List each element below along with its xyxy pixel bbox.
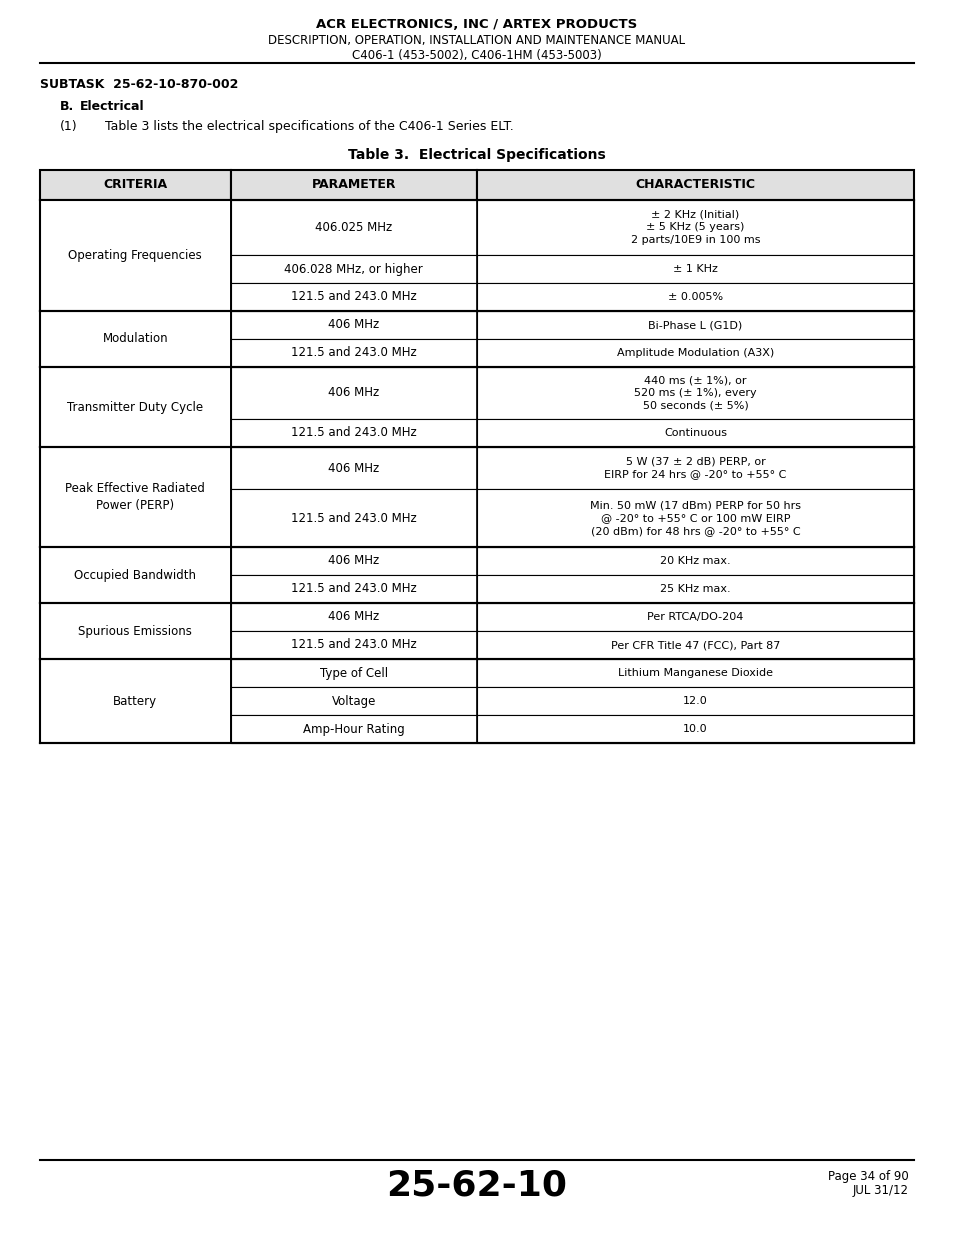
- Bar: [231, 687, 476, 715]
- Text: Min. 50 mW (17 dBm) PERP for 50 hrs
@ -20° to +55° C or 100 mW EIRP
(20 dBm) for: Min. 50 mW (17 dBm) PERP for 50 hrs @ -2…: [589, 500, 801, 536]
- Bar: [476, 715, 913, 743]
- Bar: [476, 547, 913, 576]
- Text: Type of Cell: Type of Cell: [319, 667, 388, 679]
- Text: 406 MHz: 406 MHz: [328, 387, 379, 399]
- Text: Operating Frequencies: Operating Frequencies: [69, 249, 202, 262]
- Bar: [40, 311, 231, 367]
- Text: Occupied Bandwidth: Occupied Bandwidth: [74, 568, 196, 582]
- Bar: [476, 631, 913, 659]
- Text: 406.028 MHz, or higher: 406.028 MHz, or higher: [284, 263, 423, 275]
- Text: Lithium Manganese Dioxide: Lithium Manganese Dioxide: [618, 668, 772, 678]
- Bar: [476, 283, 913, 311]
- Bar: [231, 367, 476, 419]
- Text: 406 MHz: 406 MHz: [328, 319, 379, 331]
- Bar: [476, 311, 913, 338]
- Bar: [40, 367, 231, 447]
- Bar: [231, 576, 476, 603]
- Text: ± 2 KHz (Initial)
± 5 KHz (5 years)
2 parts/10E9 in 100 ms: ± 2 KHz (Initial) ± 5 KHz (5 years) 2 pa…: [630, 210, 760, 246]
- Bar: [231, 715, 476, 743]
- Text: 10.0: 10.0: [682, 724, 707, 734]
- Text: Page 34 of 90: Page 34 of 90: [827, 1170, 908, 1183]
- Text: Modulation: Modulation: [102, 332, 168, 346]
- Text: C406-1 (453-5002), C406-1HM (453-5003): C406-1 (453-5002), C406-1HM (453-5003): [352, 49, 601, 62]
- Bar: [40, 447, 231, 547]
- Bar: [476, 367, 913, 419]
- Text: Per RTCA/DO-204: Per RTCA/DO-204: [647, 613, 743, 622]
- Text: 20 KHz max.: 20 KHz max.: [659, 556, 730, 566]
- Bar: [231, 311, 476, 338]
- Text: CHARACTERISTIC: CHARACTERISTIC: [635, 179, 755, 191]
- Text: JUL 31/12: JUL 31/12: [852, 1184, 908, 1197]
- Text: 121.5 and 243.0 MHz: 121.5 and 243.0 MHz: [291, 583, 416, 595]
- Text: PARAMETER: PARAMETER: [312, 179, 395, 191]
- Text: ± 1 KHz: ± 1 KHz: [673, 264, 718, 274]
- Text: ACR ELECTRONICS, INC / ARTEX PRODUCTS: ACR ELECTRONICS, INC / ARTEX PRODUCTS: [316, 19, 637, 31]
- Bar: [231, 200, 476, 254]
- Text: (1): (1): [60, 120, 77, 133]
- Text: 406 MHz: 406 MHz: [328, 462, 379, 474]
- Text: 406.025 MHz: 406.025 MHz: [314, 221, 392, 233]
- Bar: [231, 547, 476, 576]
- Text: Table 3 lists the electrical specifications of the C406-1 Series ELT.: Table 3 lists the electrical specificati…: [105, 120, 514, 133]
- Bar: [231, 283, 476, 311]
- Text: Amplitude Modulation (A3X): Amplitude Modulation (A3X): [617, 348, 773, 358]
- Bar: [476, 659, 913, 687]
- Text: B.: B.: [60, 100, 74, 112]
- Bar: [476, 254, 913, 283]
- Bar: [476, 576, 913, 603]
- Text: Per CFR Title 47 (FCC), Part 87: Per CFR Title 47 (FCC), Part 87: [610, 640, 780, 650]
- Bar: [231, 447, 476, 489]
- Bar: [231, 631, 476, 659]
- Text: Electrical: Electrical: [80, 100, 145, 112]
- Bar: [476, 338, 913, 367]
- Text: 5 W (37 ± 2 dB) PERP, or
EIRP for 24 hrs @ -20° to +55° C: 5 W (37 ± 2 dB) PERP, or EIRP for 24 hrs…: [603, 457, 786, 479]
- Bar: [476, 447, 913, 489]
- Text: 121.5 and 243.0 MHz: 121.5 and 243.0 MHz: [291, 426, 416, 440]
- Bar: [231, 659, 476, 687]
- Text: Bi-Phase L (G1D): Bi-Phase L (G1D): [648, 320, 741, 330]
- Bar: [231, 170, 476, 200]
- Text: Battery: Battery: [113, 694, 157, 708]
- Text: CRITERIA: CRITERIA: [103, 179, 167, 191]
- Bar: [40, 200, 231, 311]
- Text: Voltage: Voltage: [332, 694, 375, 708]
- Bar: [231, 419, 476, 447]
- Bar: [476, 170, 913, 200]
- Text: DESCRIPTION, OPERATION, INSTALLATION AND MAINTENANCE MANUAL: DESCRIPTION, OPERATION, INSTALLATION AND…: [268, 35, 685, 47]
- Bar: [476, 489, 913, 547]
- Bar: [231, 603, 476, 631]
- Text: 121.5 and 243.0 MHz: 121.5 and 243.0 MHz: [291, 638, 416, 652]
- Bar: [40, 659, 231, 743]
- Bar: [40, 170, 231, 200]
- Text: SUBTASK  25-62-10-870-002: SUBTASK 25-62-10-870-002: [40, 78, 238, 91]
- Bar: [231, 489, 476, 547]
- Text: 25-62-10: 25-62-10: [386, 1168, 567, 1202]
- Text: 121.5 and 243.0 MHz: 121.5 and 243.0 MHz: [291, 511, 416, 525]
- Text: ± 0.005%: ± 0.005%: [667, 291, 722, 303]
- Text: 121.5 and 243.0 MHz: 121.5 and 243.0 MHz: [291, 290, 416, 304]
- Text: 121.5 and 243.0 MHz: 121.5 and 243.0 MHz: [291, 347, 416, 359]
- Text: 406 MHz: 406 MHz: [328, 610, 379, 624]
- Text: Amp-Hour Rating: Amp-Hour Rating: [302, 722, 404, 736]
- Bar: [40, 603, 231, 659]
- Text: Table 3.  Electrical Specifications: Table 3. Electrical Specifications: [348, 148, 605, 162]
- Text: Transmitter Duty Cycle: Transmitter Duty Cycle: [67, 400, 203, 414]
- Text: Peak Effective Radiated
Power (PERP): Peak Effective Radiated Power (PERP): [65, 482, 205, 511]
- Text: 25 KHz max.: 25 KHz max.: [659, 584, 730, 594]
- Bar: [476, 687, 913, 715]
- Text: 12.0: 12.0: [682, 697, 707, 706]
- Bar: [476, 419, 913, 447]
- Bar: [231, 254, 476, 283]
- Bar: [476, 603, 913, 631]
- Text: Spurious Emissions: Spurious Emissions: [78, 625, 192, 637]
- Text: 440 ms (± 1%), or
520 ms (± 1%), every
50 seconds (± 5%): 440 ms (± 1%), or 520 ms (± 1%), every 5…: [634, 375, 756, 411]
- Text: 406 MHz: 406 MHz: [328, 555, 379, 568]
- Bar: [231, 338, 476, 367]
- Bar: [476, 200, 913, 254]
- Text: Continuous: Continuous: [663, 429, 726, 438]
- Bar: [40, 547, 231, 603]
